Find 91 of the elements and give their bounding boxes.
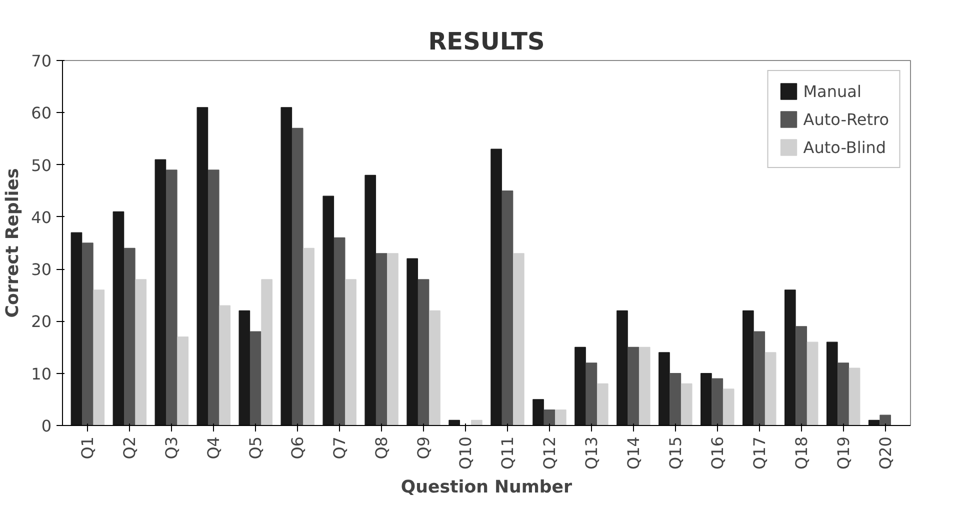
bar [261,279,272,426]
x-tick-label: Q8 [372,436,392,460]
bar [334,237,346,426]
bar [177,336,189,426]
x-tick-label: Q3 [162,436,182,460]
y-tick-label: 40 [31,208,52,227]
bar [880,414,891,426]
x-tick-label: Q18 [792,436,811,470]
legend-label: Auto-Blind [803,138,886,156]
x-tick-label: Q19 [834,436,853,470]
bar [345,279,356,426]
bar [448,420,460,426]
legend-label: Manual [803,82,862,100]
x-axis-title: Question Number [400,477,573,498]
bar [754,331,766,426]
x-tick-label: Q14 [624,436,643,470]
bar [555,410,566,426]
x-tick-label: Q13 [582,436,601,470]
x-tick-label: Q16 [708,436,727,470]
bar [154,159,166,426]
y-tick-label: 30 [31,260,52,280]
y-tick-label: 60 [31,104,52,123]
bar [135,279,147,426]
y-tick-label: 20 [31,312,52,332]
bar [418,279,430,426]
bar [303,248,314,426]
bar [292,128,304,426]
bar [722,388,734,426]
bar [112,211,124,426]
y-tick-label: 50 [31,156,52,175]
x-tick-label: Q20 [876,436,895,470]
bar [471,420,482,426]
x-tick-label: Q5 [246,436,266,460]
bar [513,253,524,426]
bar [93,290,105,426]
bar [712,378,724,426]
bar [208,170,220,426]
bar [742,310,754,426]
bar [796,326,808,426]
bar [764,352,776,426]
bar [166,170,178,426]
legend-label: Auto-Retro [803,110,889,128]
bar [784,290,796,426]
bar [250,331,262,426]
bar [670,373,682,426]
bar [196,107,208,426]
bar [364,174,376,426]
bar [70,232,82,426]
bar [238,310,250,426]
x-tick-label: Q9 [414,436,434,460]
bar [280,107,292,426]
bar [616,310,628,426]
bar [596,383,608,426]
bar [406,258,418,426]
x-tick-label: Q17 [750,436,769,470]
bar [429,310,440,426]
chart-title: RESULTS [428,28,545,56]
bar [82,242,94,426]
x-tick-label: Q15 [666,436,685,470]
x-tick-label: Q11 [498,436,517,470]
y-tick-label: 70 [31,52,52,70]
y-tick-label: 0 [41,416,52,436]
x-tick-label: Q10 [456,436,476,470]
bar [574,346,586,426]
bar [387,253,398,426]
bar [806,342,818,426]
bar [826,342,838,426]
bar [848,368,860,426]
bar [219,305,230,426]
x-tick-label: Q7 [330,436,350,460]
bar [700,373,712,426]
bar [544,410,556,426]
bar [838,362,849,426]
bar [658,352,670,426]
bar [502,190,514,426]
x-tick-label: Q2 [120,436,140,460]
x-tick-label: Q4 [204,436,224,460]
x-tick-label: Q12 [540,436,559,470]
bar [628,346,640,426]
x-tick-label: Q6 [288,436,308,460]
bar [638,346,650,426]
x-tick-label: Q1 [78,436,98,460]
bar [376,253,388,426]
bar [680,383,692,426]
bar [124,248,136,426]
y-tick-label: 10 [31,364,52,384]
bar [586,362,598,426]
y-axis-title: Correct Replies [3,168,24,318]
bar [490,148,502,426]
bar [322,196,334,426]
bar [532,399,544,426]
